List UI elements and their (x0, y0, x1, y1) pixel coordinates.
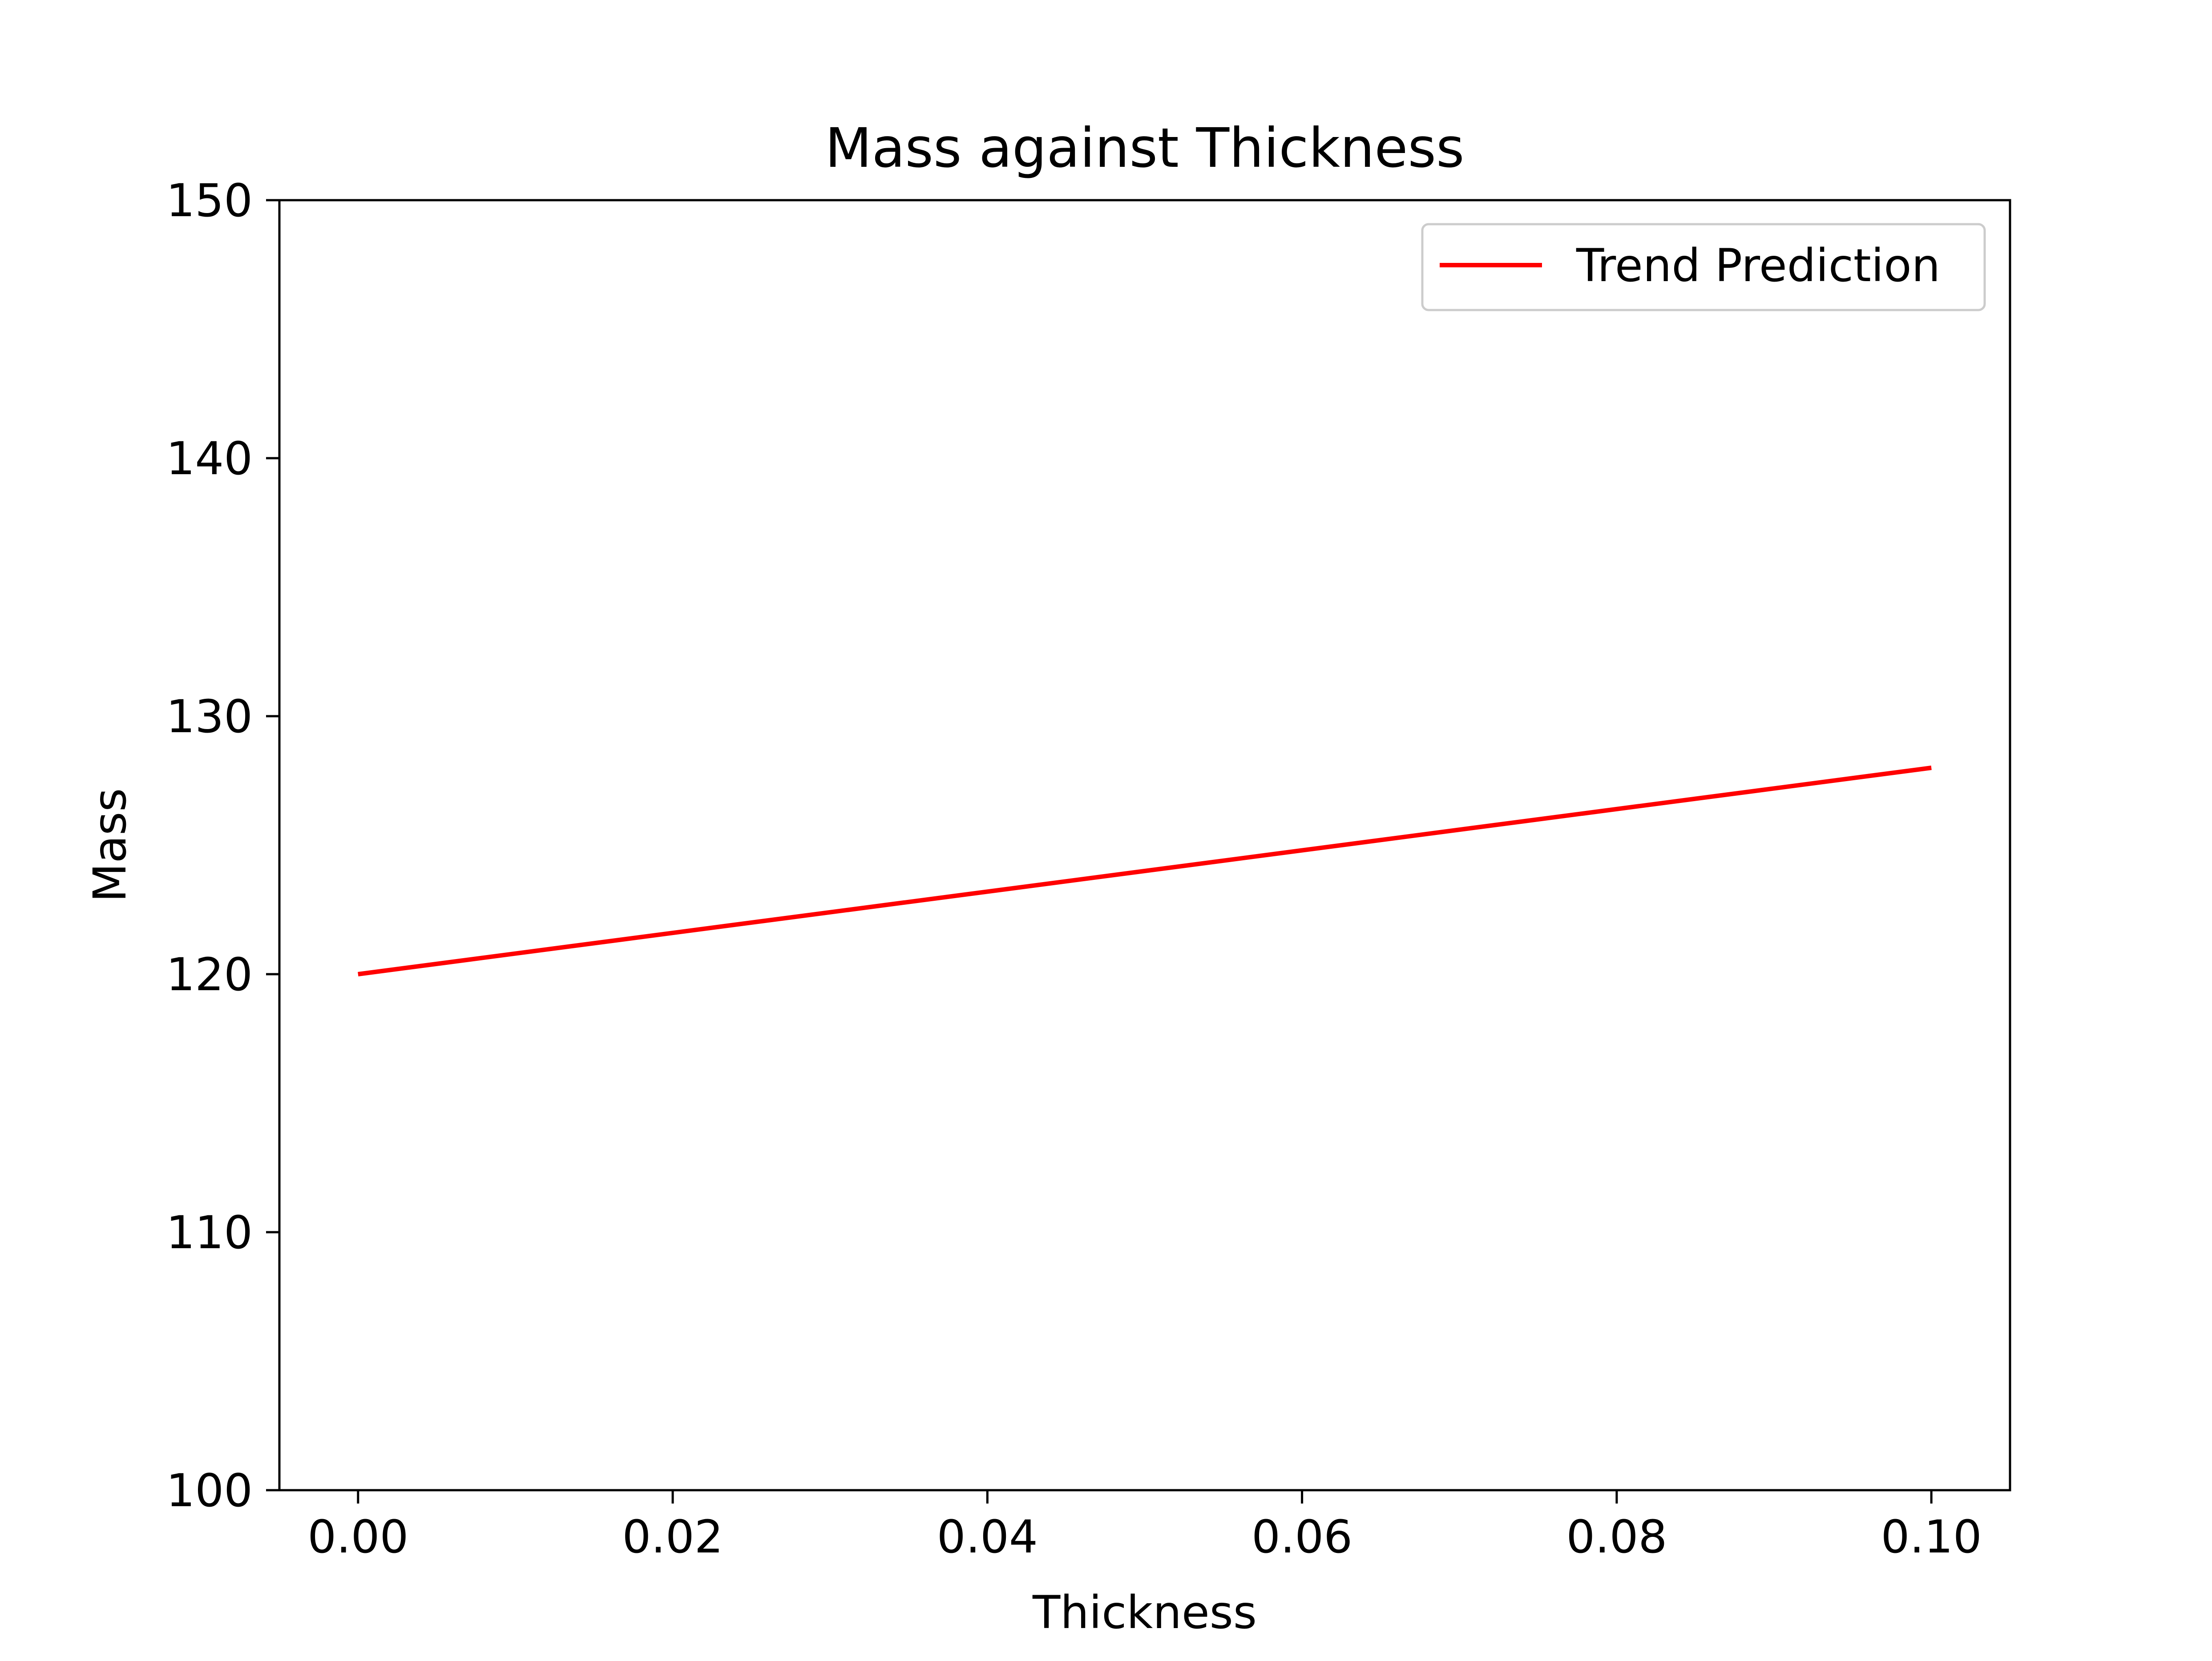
chart-title: Mass against Thickness (825, 117, 1464, 180)
x-axis-label: Thickness (1032, 1586, 1257, 1639)
x-axis: 0.00 0.02 0.04 0.06 0.08 0.10 (307, 1490, 1982, 1564)
x-tick-label-0.04: 0.04 (937, 1511, 1038, 1564)
series-line-trend-prediction (358, 766, 1932, 976)
y-tick-label-120: 120 (166, 948, 253, 1001)
series-layer (358, 766, 1932, 976)
legend-label-trend-prediction: Trend Prediction (1576, 239, 1940, 292)
x-tick-label-0.06: 0.06 (1251, 1511, 1352, 1564)
y-tick-label-150: 150 (166, 174, 253, 227)
y-tick-label-130: 130 (166, 690, 253, 743)
x-tick-label-0.00: 0.00 (307, 1511, 408, 1564)
y-tick-label-110: 110 (166, 1206, 253, 1259)
x-tick-label-0.10: 0.10 (1881, 1511, 1982, 1564)
y-tick-label-100: 100 (166, 1464, 253, 1517)
y-axis: 100 110 120 130 140 150 (166, 174, 279, 1517)
legend-box (1421, 223, 1986, 311)
x-tick-label-0.02: 0.02 (622, 1511, 723, 1564)
plot-area-frame (278, 199, 2011, 1492)
y-axis-label: Mass (84, 788, 137, 903)
y-tick-label-140: 140 (166, 432, 253, 485)
x-tick-label-0.08: 0.08 (1566, 1511, 1667, 1564)
legend: Trend Prediction (1421, 223, 1986, 311)
